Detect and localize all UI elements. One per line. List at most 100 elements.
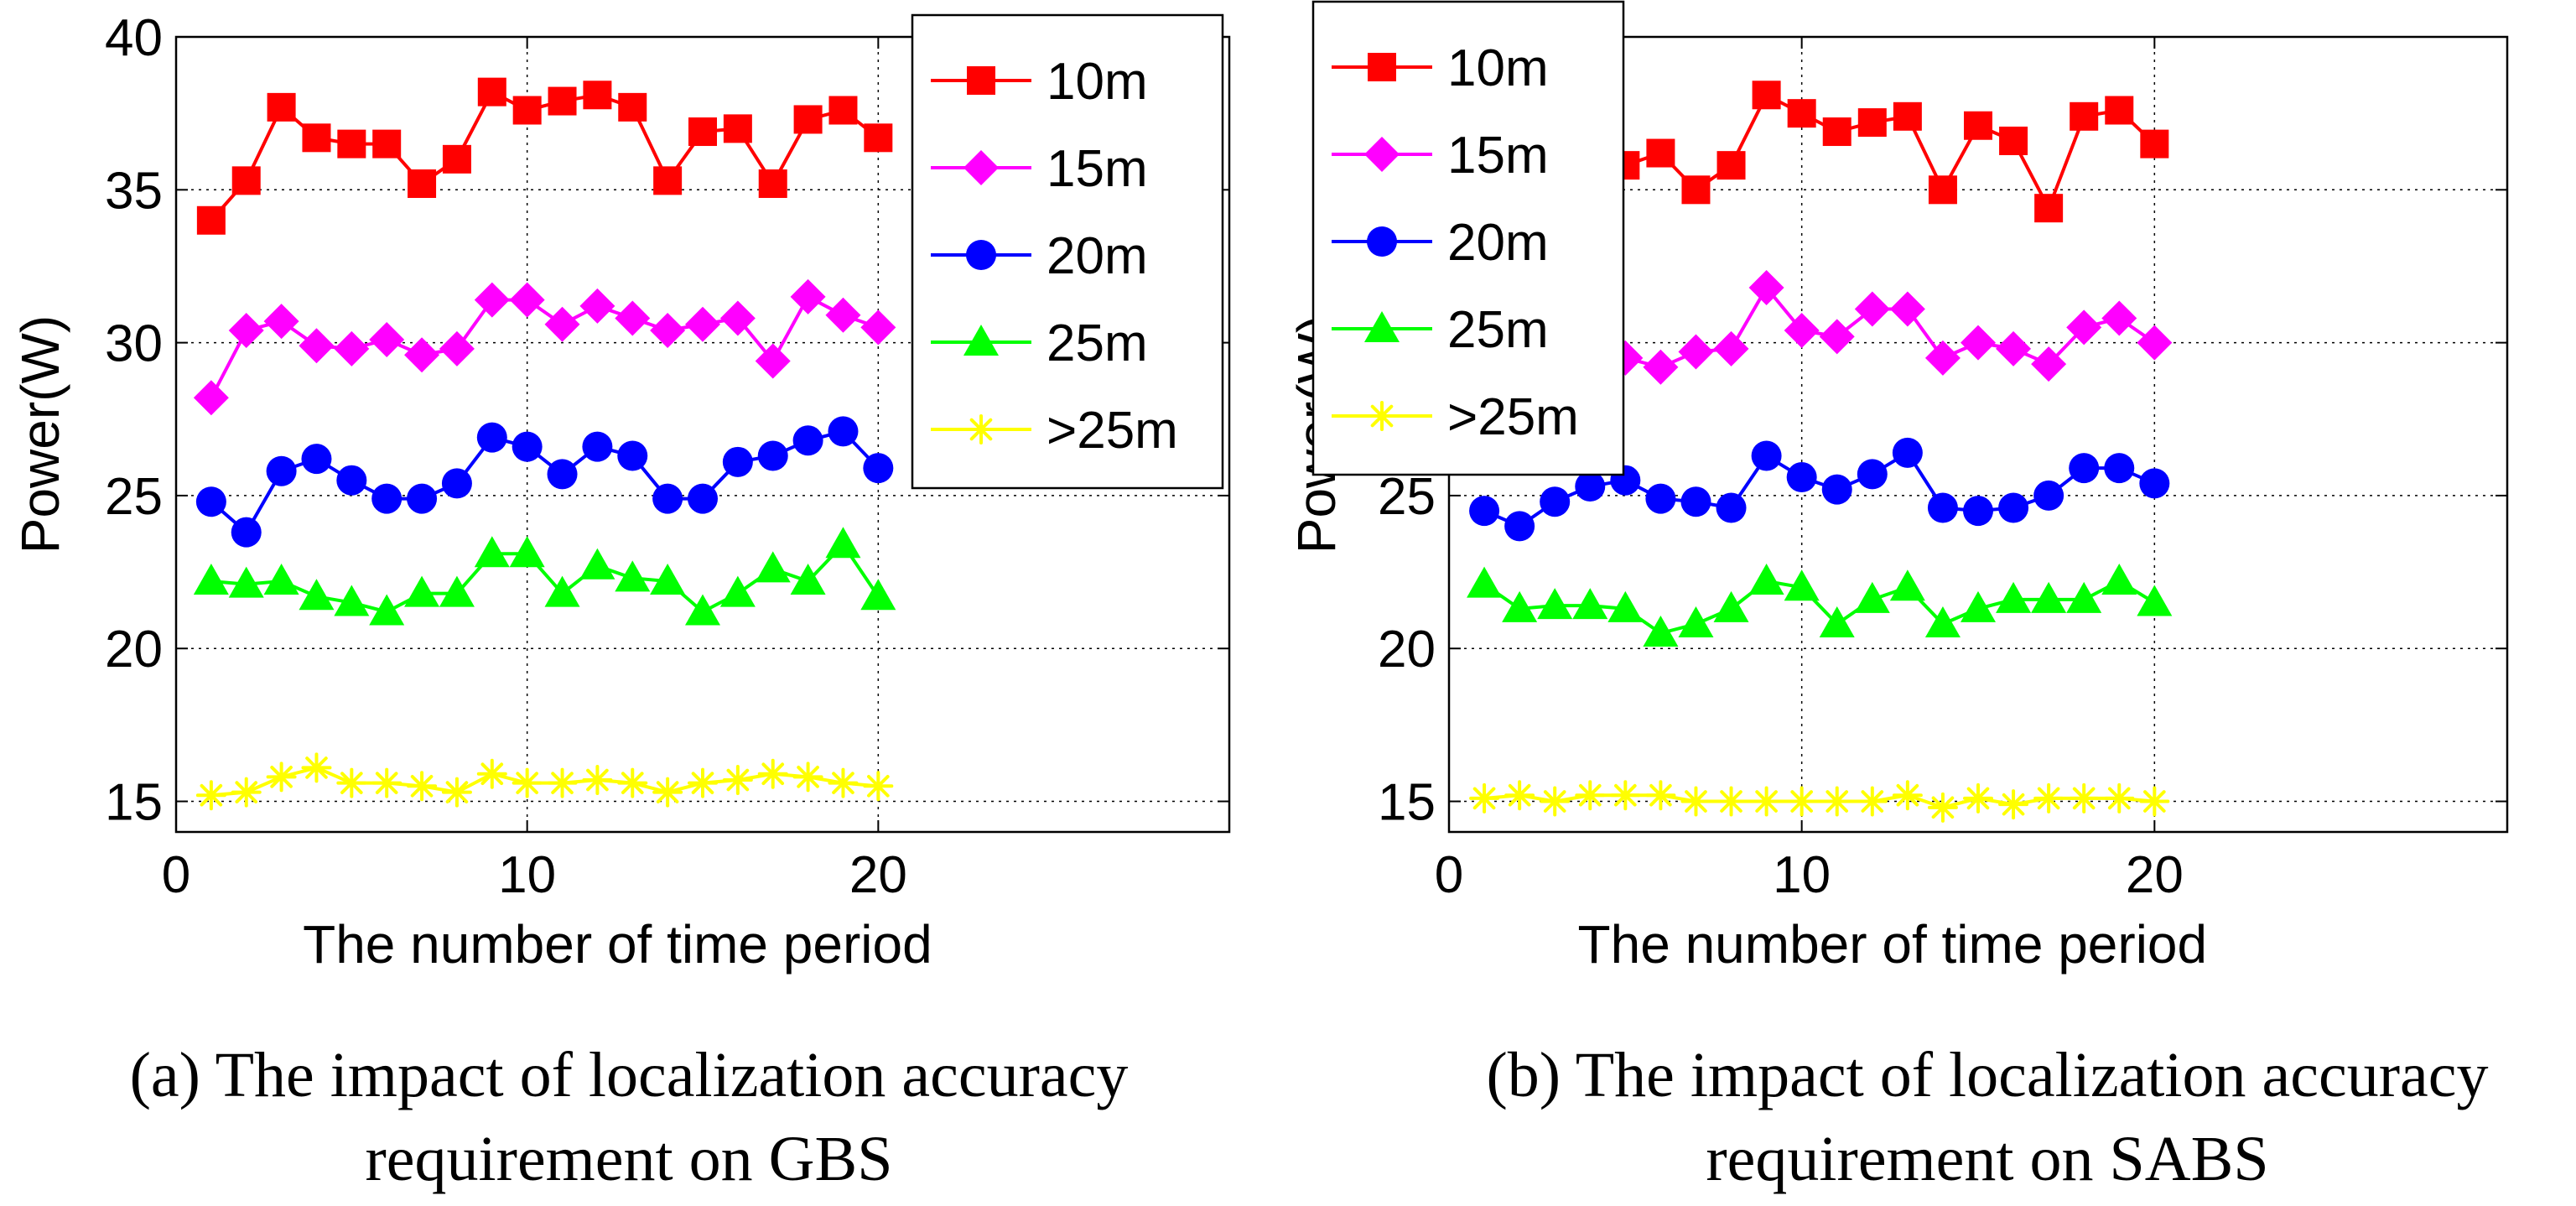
chart-a-legend-marker bbox=[967, 66, 995, 95]
chart-a-point bbox=[579, 548, 615, 580]
chart-b-point bbox=[1607, 590, 1644, 622]
chart-b-ytick-label: 20 bbox=[1378, 621, 1436, 678]
chart-b-point bbox=[1996, 581, 2032, 613]
chart-a-point-stroke bbox=[445, 781, 469, 803]
chart-b-point bbox=[1469, 496, 1500, 527]
chart-a-point bbox=[474, 536, 510, 568]
chart-a-legend-box bbox=[911, 13, 1224, 490]
chart-a-point bbox=[195, 486, 226, 517]
chart-b-point bbox=[1537, 588, 1573, 620]
chart-a-point-stroke bbox=[375, 772, 398, 794]
chart-b-point bbox=[1963, 496, 1993, 527]
chart-b-point bbox=[1889, 291, 1925, 327]
chart-a-ytick-label: 15 bbox=[105, 774, 163, 832]
chart-a-point bbox=[476, 758, 507, 789]
chart-a-point-stroke bbox=[516, 772, 538, 794]
chart-a-point-stroke bbox=[656, 781, 679, 803]
chart-b-legend-label: 20m bbox=[1447, 214, 1549, 272]
chart-b-point bbox=[1681, 175, 1711, 205]
chart-b-point bbox=[1645, 780, 1676, 811]
chart-b-point bbox=[1927, 792, 1958, 823]
chart-b-point bbox=[1787, 99, 1816, 128]
chart-b-point-stroke bbox=[2107, 787, 2131, 810]
chart-a-ytick-label: 35 bbox=[105, 162, 163, 220]
chart-b-point bbox=[2066, 309, 2102, 346]
chart-b-legend-item: 10m bbox=[1332, 39, 1549, 97]
chart-b-point bbox=[1928, 175, 1957, 205]
chart-a-legend-marker-stroke bbox=[969, 418, 993, 441]
chart-b-point bbox=[1889, 569, 1925, 601]
chart-b-point bbox=[2140, 129, 2169, 159]
chart-a-point bbox=[404, 575, 440, 607]
chart-a-point-stroke bbox=[586, 768, 609, 792]
chart-a-point bbox=[301, 444, 332, 475]
chart-a-point-stroke bbox=[867, 774, 890, 798]
chart-b-point bbox=[1469, 782, 1500, 814]
chart-b-point-stroke bbox=[2072, 787, 2096, 810]
chart-b-point bbox=[1961, 325, 1996, 361]
chart-b-point bbox=[2031, 581, 2067, 613]
chart-b-point bbox=[1819, 319, 1855, 355]
chart-b-point bbox=[2101, 300, 2137, 336]
chart-a-legend-label: 15m bbox=[1046, 140, 1148, 198]
chart-a-point bbox=[263, 304, 299, 340]
chart-a-point bbox=[825, 527, 861, 559]
chart-b-point bbox=[1752, 81, 1781, 110]
chart-b-point-stroke bbox=[1861, 790, 1884, 813]
chart-b-point-stroke bbox=[1543, 790, 1566, 813]
chart-a-point bbox=[439, 575, 475, 607]
chart-a-point bbox=[441, 777, 472, 808]
chart-a-point bbox=[372, 129, 402, 159]
chart-b-legend-item: 20m bbox=[1332, 214, 1549, 272]
chart-b-point-stroke bbox=[1472, 787, 1496, 810]
chart-a-point bbox=[301, 752, 332, 783]
chart-a-point bbox=[688, 483, 718, 514]
chart-a-point bbox=[509, 282, 545, 318]
chart-a-point-stroke bbox=[200, 783, 223, 807]
chart-a-point bbox=[615, 560, 651, 592]
chart-a-point bbox=[758, 169, 787, 199]
chart-b-point bbox=[1786, 786, 1817, 817]
chart-a-point bbox=[688, 117, 717, 147]
chart-b-point-stroke bbox=[1685, 790, 1707, 813]
chart-b-point-stroke bbox=[1826, 790, 1849, 813]
chart-b-point bbox=[1751, 786, 1782, 817]
chart-b-point bbox=[1999, 126, 2028, 155]
chart-b-series-5 bbox=[1469, 780, 2170, 823]
chart-a-point bbox=[193, 380, 229, 416]
chart-b-point bbox=[1927, 492, 1958, 523]
chart-b-point bbox=[1998, 492, 2029, 523]
chart-b-point bbox=[1892, 780, 1923, 811]
chart-b-point bbox=[2137, 585, 2173, 616]
chart-a-point bbox=[825, 297, 861, 333]
chart-a-point-stroke bbox=[480, 762, 504, 786]
chart-a-point bbox=[476, 422, 507, 453]
chart-b-point bbox=[1646, 138, 1675, 168]
chart-b-legend: 10m 15m 20m 25m >25m bbox=[1311, 0, 1625, 476]
chart-a-point-stroke bbox=[832, 772, 854, 794]
chart-b-point bbox=[2104, 782, 2135, 814]
chart-a-point bbox=[302, 123, 331, 153]
chart-b-point bbox=[1821, 474, 1852, 505]
chart-b-point bbox=[1924, 340, 1961, 376]
chart-a-point bbox=[299, 328, 335, 364]
chart-a-ytick-label: 20 bbox=[105, 621, 163, 678]
chart-a-point bbox=[650, 564, 686, 595]
caption-a-line-2: requirement on GBS bbox=[365, 1124, 893, 1194]
chart-a-axes-box bbox=[174, 35, 1231, 834]
chart-a-point-stroke bbox=[340, 772, 363, 794]
chart-a-point bbox=[512, 767, 543, 798]
chart-b-xtick-label: 20 bbox=[2126, 846, 2184, 904]
chart-b-point bbox=[1822, 117, 1852, 147]
chart-b-point bbox=[1892, 437, 1923, 468]
chart-b-point-stroke bbox=[1931, 796, 1955, 819]
chart-b-point bbox=[2139, 786, 2170, 817]
chart-b-point bbox=[1610, 780, 1641, 811]
chart-b-point bbox=[1502, 590, 1538, 622]
chart-b-point-stroke bbox=[1649, 783, 1672, 807]
chart-b-point bbox=[1963, 782, 1993, 814]
chart-a-point bbox=[617, 440, 648, 471]
chart-b-point bbox=[1893, 101, 1922, 131]
chart-b-point bbox=[1467, 566, 1503, 598]
